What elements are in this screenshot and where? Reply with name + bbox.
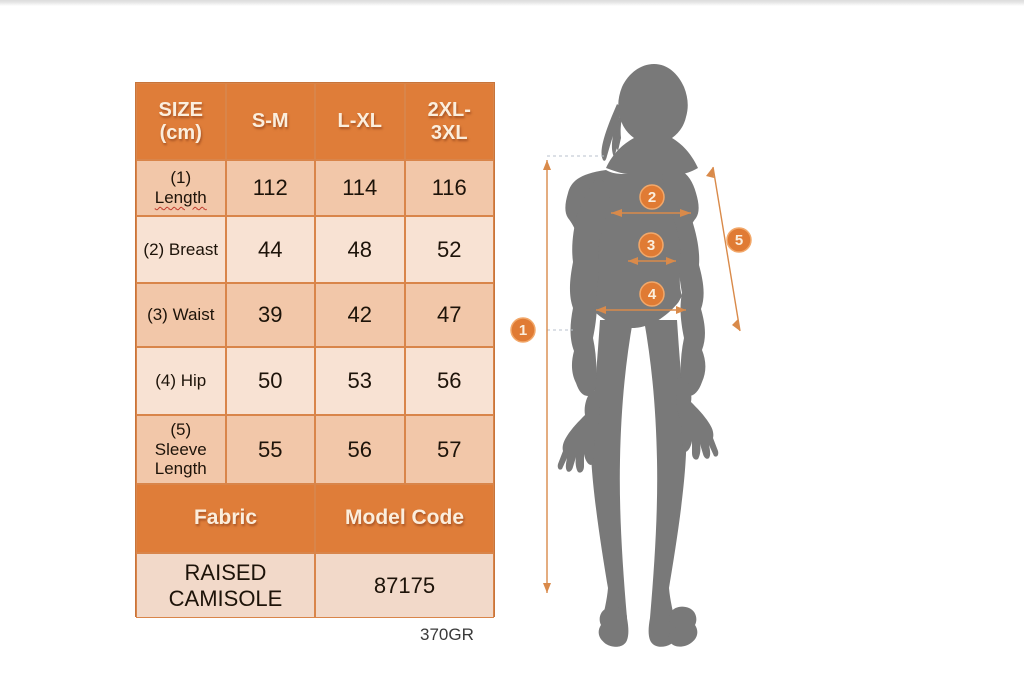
- svg-text:2: 2: [648, 189, 656, 206]
- svg-text:1: 1: [519, 322, 527, 339]
- svg-text:3: 3: [647, 237, 655, 254]
- svg-text:4: 4: [648, 286, 657, 303]
- svg-text:5: 5: [735, 232, 743, 249]
